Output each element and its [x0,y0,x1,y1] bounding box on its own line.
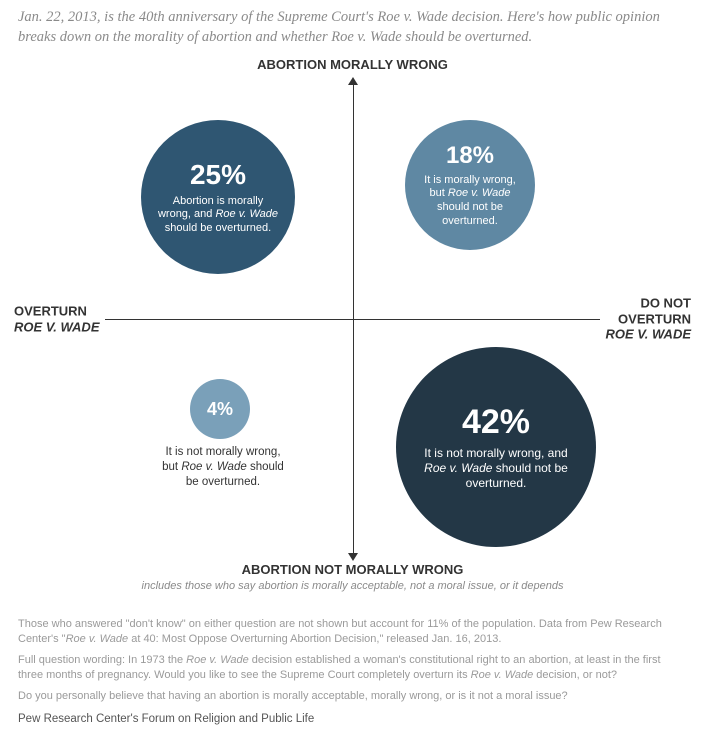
bubble-pct: 25% [190,159,246,191]
axis-label-right: DO NOT OVERTURN ROE V. WADE [600,292,691,347]
footnote-3: Do you personally believe that having an… [18,689,687,704]
bubble-overturn-wrong: 25% Abortion is morally wrong, and Roe v… [141,120,295,274]
axis-bottom-note: includes those who say abortion is moral… [18,580,687,593]
arrow-up-icon [348,77,358,85]
bubble-not-overturn-not-wrong: 42% It is not morally wrong, and Roe v. … [396,347,596,547]
arrow-down-icon [348,553,358,561]
bubble-not-overturn-wrong: 18% It is morally wrong, but Roe v. Wade… [405,120,535,250]
footnotes: Those who answered "don't know" on eithe… [0,611,705,703]
bubble-desc: Abortion is morally wrong, and Roe v. Wa… [147,195,289,236]
bubble-pct: 4% [207,399,233,420]
bubble-pct: 42% [462,403,530,442]
bubble-pct: 18% [446,142,494,170]
bubble-desc: It is not morally wrong, and Roe v. Wade… [402,446,590,491]
bubble-desc: It is morally wrong, but Roe v. Wade sho… [411,174,529,229]
bubble-overturn-not-wrong-label: It is not morally wrong, but Roe v. Wade… [158,445,288,490]
axis-label-bottom: ABORTION NOT MORALLY WRONG includes thos… [18,562,687,593]
intro-text: Jan. 22, 2013, is the 40th anniversary o… [0,0,705,47]
footnote-1: Those who answered "don't know" on eithe… [18,617,687,647]
horizontal-axis [30,319,675,320]
axis-label-top: ABORTION MORALLY WRONG [18,57,687,73]
footnote-2: Full question wording: In 1973 the Roe v… [18,653,687,683]
quadrant-chart: ABORTION MORALLY WRONG OVERTURN ROE V. W… [18,59,687,579]
source-attribution: Pew Research Center's Forum on Religion … [0,709,705,725]
bubble-overturn-not-wrong: 4% [190,379,250,439]
axis-label-left: OVERTURN ROE V. WADE [14,300,105,339]
